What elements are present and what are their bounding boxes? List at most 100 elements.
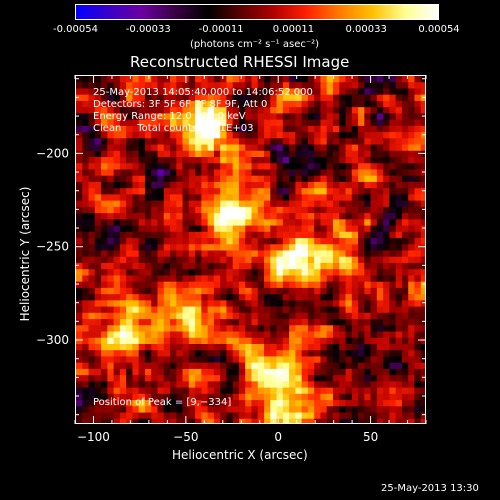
heatmap-cell	[251, 181, 259, 189]
heatmap-cell	[151, 238, 159, 245]
heatmap-cell	[238, 225, 246, 233]
heatmap-cell	[270, 169, 278, 177]
heatmap-cell	[358, 406, 365, 414]
heatmap-cell	[182, 100, 190, 108]
heatmap-cell	[401, 343, 409, 351]
heatmap-cell	[201, 325, 209, 333]
heatmap-cell	[364, 294, 372, 301]
heatmap-cell	[383, 406, 390, 414]
heatmap-cell	[351, 206, 359, 214]
heatmap-cell	[94, 256, 102, 264]
heatmap-cell	[414, 343, 422, 351]
heatmap-cell	[351, 181, 359, 189]
heatmap-cell	[332, 157, 340, 164]
heatmap-cell	[358, 82, 365, 90]
heatmap-cell	[301, 381, 309, 389]
heatmap-cell	[138, 343, 146, 351]
heatmap-cell	[182, 132, 190, 139]
heatmap-cell	[76, 231, 83, 239]
heatmap-cell	[395, 206, 403, 214]
heatmap-cell	[408, 294, 416, 301]
heatmap-cell	[201, 150, 209, 158]
heatmap-cell	[119, 325, 127, 333]
heatmap-cell	[113, 213, 121, 220]
heatmap-cell	[101, 319, 108, 326]
heatmap-cell	[401, 100, 409, 108]
heatmap-cell	[376, 163, 384, 171]
heatmap-cell	[358, 275, 365, 283]
heatmap-cell	[138, 231, 146, 239]
heatmap-cell	[370, 244, 378, 252]
heatmap-cell	[232, 331, 240, 339]
heatmap-cell	[245, 306, 253, 314]
heatmap-cell	[301, 300, 309, 308]
heatmap-cell	[151, 113, 159, 121]
heatmap-cell	[195, 150, 202, 158]
heatmap-cell	[264, 312, 271, 320]
heatmap-cell	[151, 244, 159, 252]
heatmap-cell	[270, 225, 278, 233]
heatmap-cell	[257, 225, 265, 233]
heatmap-cell	[88, 188, 96, 196]
heatmap-cell	[307, 144, 315, 152]
heatmap-cell	[376, 138, 384, 146]
heatmap-cell	[314, 194, 322, 202]
heatmap-cell	[144, 256, 152, 264]
heatmap-cell	[101, 125, 108, 133]
heatmap-cell	[408, 262, 416, 270]
heatmap-cell	[295, 94, 303, 102]
heatmap-cell	[238, 188, 246, 196]
heatmap-cell	[176, 132, 184, 139]
heatmap-cell	[408, 213, 416, 220]
heatmap-cell	[132, 144, 140, 152]
heatmap-cell	[358, 306, 365, 314]
heatmap-cell	[144, 269, 152, 277]
heatmap-cell	[264, 219, 271, 227]
heatmap-cell	[395, 294, 403, 301]
heatmap-cell	[201, 169, 209, 177]
heatmap-cell	[163, 76, 171, 83]
heatmap-cell	[420, 175, 425, 183]
heatmap-cell	[383, 213, 390, 220]
heatmap-cell	[282, 175, 290, 183]
heatmap-cell	[383, 250, 390, 258]
heatmap-cell	[395, 144, 403, 152]
heatmap-cell	[420, 250, 425, 258]
heatmap-cell	[282, 238, 290, 245]
heatmap-cell	[245, 194, 253, 202]
heatmap-cell	[351, 200, 359, 208]
heatmap-cell	[151, 368, 159, 376]
heatmap-cell	[289, 107, 296, 114]
heatmap-cell	[132, 312, 140, 320]
heatmap-cell	[276, 300, 284, 308]
heatmap-cell	[220, 76, 228, 83]
heatmap-cell	[220, 343, 228, 351]
heatmap-cell	[157, 119, 165, 127]
heatmap-cell	[345, 82, 353, 90]
heatmap-cell	[188, 356, 196, 364]
heatmap-cell	[101, 281, 108, 289]
heatmap-cell	[232, 206, 240, 214]
heatmap-cell	[201, 362, 209, 370]
heatmap-cell	[82, 306, 90, 314]
heatmap-cell	[276, 175, 284, 183]
heatmap-cell	[238, 238, 246, 245]
heatmap-cell	[332, 225, 340, 233]
heatmap-cell	[326, 231, 334, 239]
heatmap-cell	[170, 206, 177, 214]
heatmap-cell	[395, 356, 403, 364]
heatmap-cell	[401, 418, 409, 423]
heatmap-cell	[163, 306, 171, 314]
heatmap-cell	[295, 144, 303, 152]
heatmap-cell	[195, 188, 202, 196]
heatmap-cell	[176, 400, 184, 407]
heatmap-cell	[245, 256, 253, 264]
heatmap-cell	[289, 362, 296, 370]
heatmap-cell	[295, 213, 303, 220]
heatmap-cell	[408, 275, 416, 283]
heatmap-cell	[176, 325, 184, 333]
heatmap-cell	[301, 368, 309, 376]
heatmap-cell	[94, 250, 102, 258]
heatmap-cell	[188, 244, 196, 252]
heatmap-cell	[401, 244, 409, 252]
